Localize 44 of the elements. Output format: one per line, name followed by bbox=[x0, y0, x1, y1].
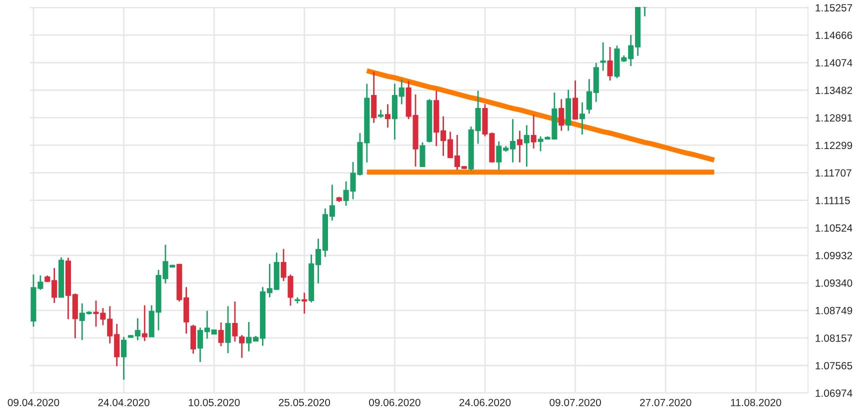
y-tick-label: 1.10524 bbox=[816, 224, 852, 232]
x-tick-label: 27.07.2020 bbox=[640, 398, 692, 406]
y-tick-label: 1.12299 bbox=[816, 142, 852, 150]
candlestick bbox=[142, 304, 148, 342]
candlestick bbox=[371, 70, 377, 124]
candlestick bbox=[558, 98, 564, 132]
y-tick-label: 1.07565 bbox=[816, 362, 852, 370]
candlestick bbox=[524, 124, 530, 168]
x-tick-label: 09.04.2020 bbox=[8, 398, 60, 406]
x-tick-label: 09.07.2020 bbox=[550, 398, 601, 406]
y-tick-label: 1.08157 bbox=[816, 334, 852, 342]
candlestick bbox=[516, 130, 523, 164]
candlestick bbox=[190, 324, 196, 354]
x-tick-label: 09.06.2020 bbox=[369, 398, 420, 406]
y-tick-label: 1.13482 bbox=[816, 86, 852, 94]
candlestick bbox=[579, 102, 586, 136]
y-tick-label: 1.12891 bbox=[816, 114, 852, 122]
y-tick-label: 1.09340 bbox=[816, 279, 852, 287]
candlestick bbox=[642, 7, 648, 17]
x-tick-label: 24.04.2020 bbox=[98, 398, 150, 406]
y-tick-label: 1.14074 bbox=[816, 59, 852, 67]
candlestick bbox=[302, 292, 308, 314]
y-tick-label: 1.08749 bbox=[816, 306, 852, 314]
y-tick-label: 1.11115 bbox=[816, 196, 850, 204]
y-tick-label: 1.14666 bbox=[816, 32, 852, 39]
x-tick-label: 25.05.2020 bbox=[278, 398, 330, 406]
candlestick bbox=[530, 114, 536, 150]
x-tick-label: 10.05.2020 bbox=[188, 398, 240, 406]
candlestick bbox=[572, 80, 578, 120]
y-tick-label: 1.06974 bbox=[816, 390, 852, 397]
candlestick bbox=[600, 42, 606, 72]
candlestick bbox=[420, 142, 426, 168]
y-tick-label: 1.11707 bbox=[816, 169, 852, 177]
x-tick-label: 11.08.2020 bbox=[731, 398, 782, 406]
candlestick bbox=[239, 334, 245, 359]
candlestick bbox=[232, 300, 238, 342]
candlestick bbox=[384, 104, 391, 128]
candlestick bbox=[607, 46, 613, 82]
candlestick bbox=[218, 322, 224, 347]
y-tick-label: 1.15257 bbox=[816, 4, 852, 12]
y-tick-label: 1.09932 bbox=[816, 252, 852, 260]
candlestick bbox=[120, 336, 127, 380]
candlestick bbox=[225, 305, 231, 354]
x-tick-label: 24.06.2020 bbox=[459, 398, 511, 406]
